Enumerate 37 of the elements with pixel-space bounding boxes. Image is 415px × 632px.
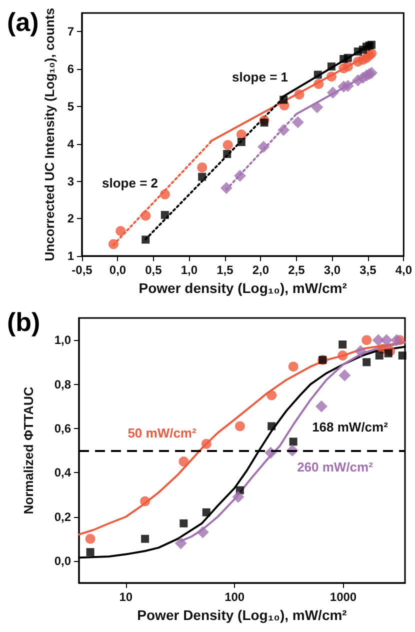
y-tick-label: 0,4 <box>54 466 72 480</box>
annotation: 168 mW/cm² <box>312 420 389 434</box>
y-tick-label: 1 <box>67 249 74 264</box>
x-tick-label: -0,5 <box>72 263 93 278</box>
y-axis-title: Uncorrected UC Intensity (Log₁₀), counts <box>42 8 57 262</box>
annotation: 260 mW/cm² <box>297 460 374 474</box>
y-tick-label: 6 <box>67 62 74 76</box>
x-tick-label: 2,0 <box>252 263 270 278</box>
x-tick-label: 1,0 <box>180 263 198 278</box>
annotation: 50 mW/cm² <box>128 426 197 440</box>
y-tick-label: 7 <box>67 24 74 39</box>
x-tick-label: 4,0 <box>395 263 412 278</box>
x-tick-label: 1,5 <box>216 263 234 278</box>
y-tick-label: 5 <box>67 100 74 114</box>
x-tick-label: 2,5 <box>288 263 306 278</box>
y-tick-label: 4 <box>67 136 74 151</box>
x-tick-label: 0,0 <box>109 263 126 278</box>
y-tick-label: 3 <box>67 174 74 188</box>
x-axis-title: Power density (Log₁₀), mW/cm² <box>138 280 348 296</box>
x-tick-label: 0,5 <box>145 263 162 278</box>
y-tick-label: 1,0 <box>54 333 72 348</box>
x-tick-label: 1000 <box>330 590 357 604</box>
y-tick-label: 0,2 <box>54 510 72 524</box>
chart-title: (a) <box>7 7 39 37</box>
y-tick-label: 0,0 <box>54 554 72 568</box>
annotation: slope = 2 <box>102 176 158 190</box>
y-tick-label: 0,6 <box>54 421 72 436</box>
x-tick-label: 10 <box>119 590 133 604</box>
annotation: slope = 1 <box>232 70 288 84</box>
x-tick-label: 100 <box>224 590 245 604</box>
y-tick-label: 0,8 <box>54 377 72 392</box>
x-axis-title: Power Density (Log₁₀), mW/cm² <box>137 606 348 623</box>
chart-title: (b) <box>7 307 40 337</box>
y-axis-title: Normalized ΦTTAUC <box>21 386 36 514</box>
x-tick-label: 3,5 <box>360 263 377 278</box>
x-tick-label: 3,0 <box>324 263 341 278</box>
y-tick-label: 2 <box>67 212 74 226</box>
